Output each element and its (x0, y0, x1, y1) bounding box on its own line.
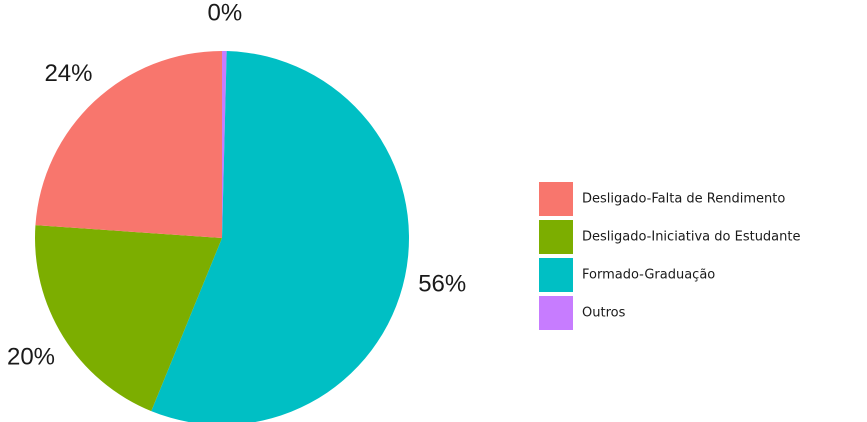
pie-slice-desligado-falta-de-rendimento (35, 51, 222, 238)
legend-label: Desligado-Falta de Rendimento (582, 192, 785, 207)
pie-slice-outros (222, 51, 227, 238)
pie-label-formado-gradua-o: 56% (418, 271, 466, 298)
pie-label-desligado-iniciativa-do-estudante: 20% (7, 343, 55, 370)
legend-key (539, 220, 573, 254)
pie-slice-formado-gradua-o (151, 51, 409, 422)
legend-key (539, 296, 573, 330)
legend-label: Formado-Graduação (582, 268, 715, 283)
pie-slice-desligado-iniciativa-do-estudante (34, 225, 223, 412)
pie-labels: 0% 56% 20% 24% (7, 0, 466, 370)
legend-label: Desligado-Iniciativa do Estudante (582, 230, 801, 245)
legend-label: Outros (582, 306, 626, 321)
legend-key (539, 182, 573, 216)
pie-label-outros: 0% (207, 0, 242, 27)
legend: Desligado-Falta de Rendimento Desligado-I… (539, 182, 801, 330)
pie-slices (34, 51, 409, 422)
legend-key (539, 258, 573, 292)
pie-label-desligado-falta-de-rendimento: 24% (44, 60, 92, 87)
